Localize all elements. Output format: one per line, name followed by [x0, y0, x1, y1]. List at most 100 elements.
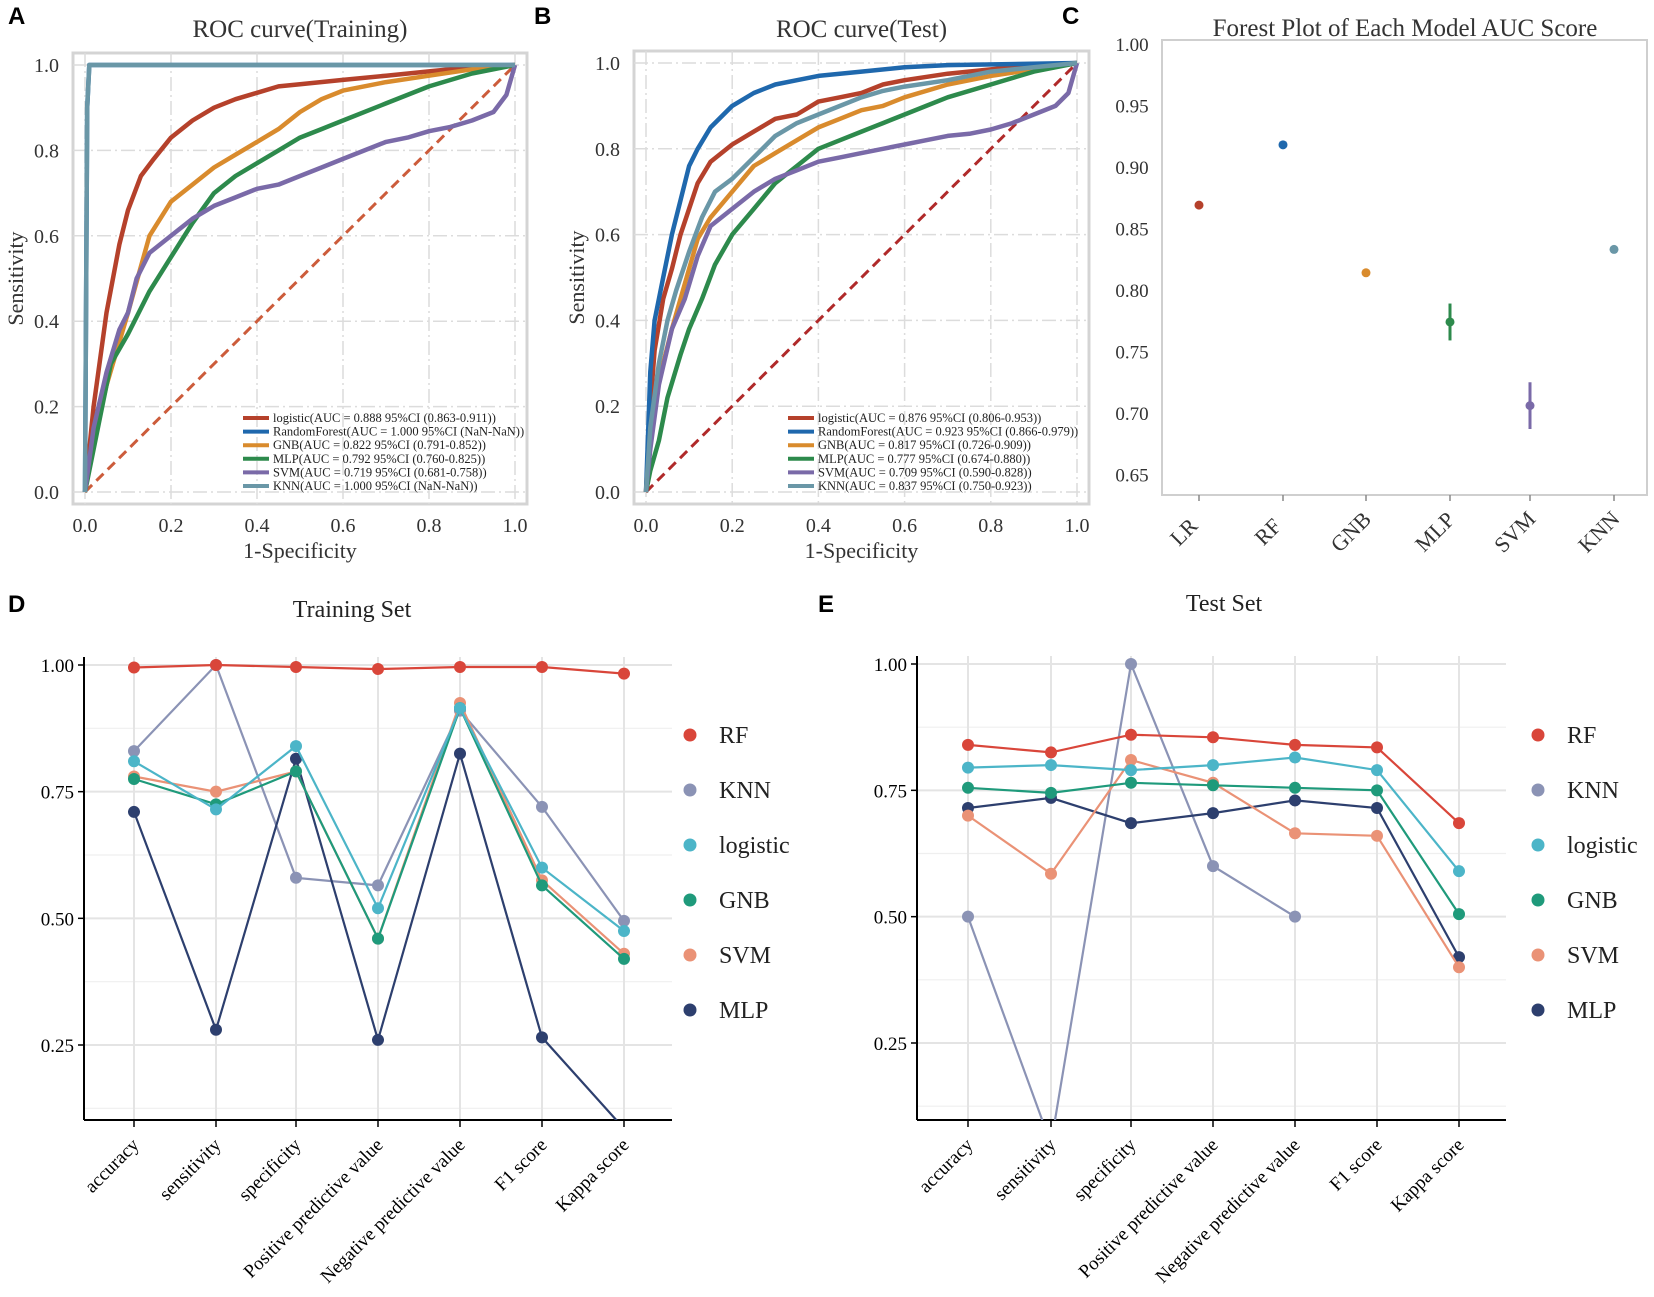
roc-test-ytick-label: 1.0: [595, 53, 620, 75]
metrics-train-legend-marker-rf: [683, 728, 697, 742]
metrics-train-legend-label: RF: [719, 723, 748, 749]
metrics-train-legend-label: KNN: [719, 778, 771, 804]
metrics-test-legend-marker-logistic: [1531, 838, 1545, 852]
metrics-train-point-mlp: [536, 1031, 548, 1044]
metrics-test-point-svm: [1453, 961, 1465, 974]
forest-xtick-label: LR: [1165, 513, 1203, 551]
roc-train-ytick-label: 0.6: [34, 226, 59, 248]
metrics-train-point-rf: [618, 667, 630, 680]
metrics-test-point-logistic: [1207, 759, 1219, 772]
forest-point-rf: [1278, 140, 1288, 150]
metrics-train-point-rf: [290, 661, 302, 674]
metrics-test-point-logistic: [1289, 751, 1301, 764]
metrics-train-point-logistic: [290, 740, 302, 753]
metrics-train-legend-label: GNB: [719, 888, 770, 914]
metrics-test-point-gnb: [1453, 908, 1465, 921]
metrics-test-ytick-label: 1.00: [874, 655, 907, 676]
roc-train-legend-entry: RandomForest(AUC = 1.000 95%CI (NaN-NaN)…: [273, 425, 524, 439]
roc-train-ytick-label: 1.0: [34, 55, 59, 77]
metrics-test-point-logistic: [1371, 764, 1383, 777]
metrics-train-title: Training Set: [293, 597, 412, 623]
panel-label-c: C: [1062, 3, 1079, 30]
metrics-test-point-knn: [1289, 910, 1301, 923]
metrics-train-ytick-label: 1.00: [41, 656, 74, 677]
metrics-train-ytick-label: 0.25: [41, 1036, 74, 1057]
metrics-train-xtick-label: accuracy: [81, 1134, 144, 1197]
metrics-test-ytick-label: 0.75: [874, 781, 907, 802]
roc-test-ytick-label: 0.4: [595, 310, 620, 332]
metrics-train-point-logistic: [210, 803, 222, 816]
metrics-test-point-logistic: [962, 761, 974, 774]
metrics-test-point-mlp: [1371, 802, 1383, 815]
roc-test-plot-frame: [632, 49, 1091, 506]
metrics-test-point-rf: [1371, 741, 1383, 754]
metrics-test-point-logistic: [1453, 865, 1465, 878]
roc-test-ylabel: Sensitivity: [564, 230, 589, 324]
forest-point-svm: [1525, 401, 1535, 411]
metrics-test-point-rf: [1207, 731, 1219, 744]
metrics-train-point-rf: [210, 659, 222, 671]
metrics-train-series-group: [128, 659, 630, 1120]
roc-train-curve-svm: [82, 64, 518, 493]
metrics-test-point-rf: [1453, 817, 1465, 830]
metrics-test-point-mlp: [1125, 817, 1137, 830]
roc-test-xtick-label: 0.8: [978, 515, 1003, 537]
roc-train-xtick-label: 0.4: [245, 515, 270, 537]
metrics-test-xtick-label: Positive predictive value: [1075, 1135, 1223, 1283]
metrics-train-point-knn: [536, 800, 548, 813]
roc-train-legend-entry: SVM(AUC = 0.719 95%CI (0.681-0.758)): [273, 465, 487, 479]
forest-point-lr: [1194, 200, 1204, 210]
forest-ytick-label: 0.75: [1115, 343, 1148, 364]
metrics-test-legend-marker-svm: [1531, 948, 1545, 962]
metrics-test-xtick-label: Negative predictive value: [1152, 1135, 1305, 1288]
forest-point-gnb: [1361, 268, 1371, 278]
metrics-test-series-group: [962, 658, 1465, 1120]
metrics-train-point-mlp: [372, 1033, 384, 1046]
forest-point-knn: [1609, 244, 1619, 254]
roc-test-curve-knn: [643, 60, 1078, 493]
metrics-test-point-gnb: [1207, 779, 1219, 792]
roc-train-curve-gnb: [82, 62, 516, 493]
roc-train-curve-mlp: [82, 62, 516, 493]
metrics-test-point-svm: [962, 809, 974, 822]
metrics-train-point-logistic: [618, 925, 630, 937]
metrics-test-point-mlp: [1453, 951, 1465, 964]
roc-train-ytick-label: 0.0: [34, 482, 59, 504]
panel-b-roc-test: 0.0 0.0 0.2 0.2 0.4 0.4 0.6 0.6 0.8 0.8 1.0 1.0 ROC …: [564, 16, 1091, 563]
metrics-train-point-rf: [536, 661, 548, 674]
forest-ytick-label: 0.80: [1115, 281, 1148, 302]
roc-test-ytick-label: 0.0: [595, 482, 620, 504]
metrics-test-xtick-label: accuracy: [915, 1134, 978, 1197]
metrics-test-legend-marker-rf: [1531, 728, 1545, 742]
metrics-train-point-gnb: [536, 879, 548, 892]
forest-xtick-label: RF: [1249, 513, 1286, 550]
roc-train-legend-entry: KNN(AUC = 1.000 95%CI (NaN-NaN)): [273, 479, 478, 493]
roc-train-xtick-label: 0.8: [417, 515, 442, 537]
roc-test-ytick-label: 0.6: [595, 225, 620, 247]
metrics-train-legend-marker-svm: [683, 948, 697, 962]
metrics-test-xtick-label: specificity: [1070, 1134, 1141, 1205]
metrics-train-xtick-label: sensitivity: [155, 1134, 225, 1204]
panel-label-e: E: [818, 591, 834, 618]
roc-train-ytick-label: 0.4: [34, 311, 59, 333]
roc-train-curve-knn: [82, 62, 515, 493]
metrics-test-point-gnb: [1371, 784, 1383, 797]
metrics-test-legend-label: KNN: [1567, 778, 1619, 804]
forest-xtick-label: GNB: [1325, 506, 1376, 557]
forest-ytick-label: 0.85: [1115, 220, 1148, 241]
roc-test-legend-entry: SVM(AUC = 0.709 95%CI (0.590-0.828)): [818, 465, 1032, 479]
metrics-test-legend-label: SVM: [1567, 943, 1619, 969]
metrics-test-point-gnb: [1045, 786, 1057, 799]
metrics-train-point-logistic: [454, 702, 466, 715]
roc-test-xtick-label: 0.6: [892, 515, 917, 537]
roc-train-title: ROC curve(Training): [192, 16, 407, 43]
metrics-train-point-gnb: [128, 773, 140, 785]
metrics-train-point-logistic: [128, 755, 140, 768]
metrics-train-legend-marker-mlp: [683, 1003, 697, 1017]
metrics-train-point-knn: [618, 914, 630, 927]
metrics-test-point-svm: [1125, 754, 1137, 767]
metrics-test-ytick-label: 0.25: [874, 1034, 907, 1055]
roc-train-xtick-label: 0.2: [159, 515, 184, 537]
roc-train-legend-entry: MLP(AUC = 0.792 95%CI (0.760-0.825)): [273, 452, 485, 466]
